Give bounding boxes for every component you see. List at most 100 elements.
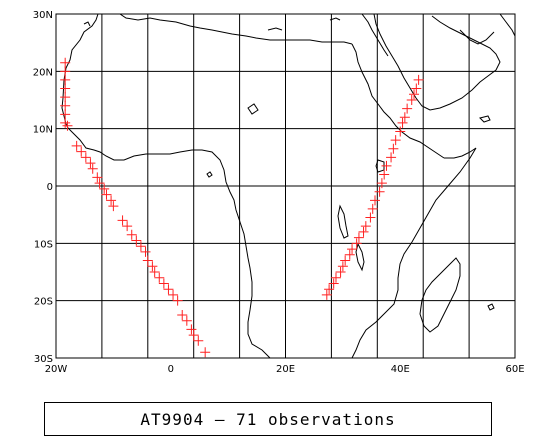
coastline-horn-of-africa [351,147,477,358]
observation-marker [351,238,362,249]
map-frame-border [55,13,516,359]
observation-marker [99,183,110,194]
observation-marker [60,66,71,77]
observation-marker [353,232,364,243]
observation-marker [328,278,339,289]
observation-marker [390,135,401,146]
observation-marker [122,221,133,232]
observation-marker [413,74,424,85]
observation-marker [126,229,137,240]
observation-marker [60,100,71,111]
observation-marker [186,324,197,335]
coastline-red-sea-west [351,43,445,159]
observation-marker [60,83,71,94]
island-mauritius [487,303,495,311]
observation-marker [163,284,174,295]
lake-tanganyika [337,204,349,239]
y-tick-label: 30S [34,354,53,365]
observation-marker [337,261,348,272]
observation-marker [365,212,376,223]
coastline-red-sea-east [361,14,389,57]
y-tick-label: 30N [33,10,53,21]
observation-marker [344,249,355,260]
observation-marker [140,246,151,257]
observation-marker [379,169,390,180]
observation-marker [411,83,422,94]
map-panel: 20W 0 20E 40E 60E 30N 20N 10N 0 10S 20S 30S [33,10,525,375]
observation-marker [108,201,119,212]
observation-marker [388,143,399,154]
legend-box: AT9904 – 71 observations [44,402,492,436]
y-tick-label: 10S [34,239,53,250]
observation-marker [94,178,105,189]
x-tick-label: 0 [168,364,174,375]
observation-marker [154,272,165,283]
observation-marker [181,315,192,326]
observation-marker [406,95,417,105]
coastline-gulf [459,14,515,45]
observation-marker [367,203,378,214]
observation-marker [60,109,71,120]
observation-marker [347,244,358,255]
observation-marker [92,172,103,183]
observation-marker [87,163,98,174]
observation-marker [147,261,158,272]
legend-text: AT9904 – 71 observations [140,409,396,429]
observation-marker [60,74,71,85]
observation-marker [402,103,413,114]
island-crete [267,27,283,31]
observation-marker [131,235,142,246]
observation-marker [172,295,183,306]
observation-marker [360,221,371,232]
island-cyprus [329,17,341,21]
observation-marker [101,189,112,200]
observation-marker [117,215,128,226]
y-tick-label: 0 [47,182,53,193]
observation-marker [395,126,406,137]
island-madagascar [419,257,461,333]
x-tick-label: 40E [391,364,410,375]
observation-marker [374,186,385,197]
lake-malawi [355,242,365,272]
observation-marker [330,272,341,283]
observation-marker [370,195,381,206]
island-socotra [479,115,491,123]
observation-marker [324,284,335,295]
observation-marker [158,278,169,289]
y-tick-label: 20S [34,297,53,308]
y-tick-label: 20N [33,67,53,78]
observation-marker [62,120,73,131]
observation-marker [168,289,179,300]
observation-marker [80,152,91,163]
observation-marker [149,267,160,277]
observation-marker [200,347,211,358]
y-tick-label: 10N [33,125,53,136]
observation-markers [60,57,424,358]
island-bioko [206,171,213,178]
x-tick-label: 20E [276,364,295,375]
observation-marker [106,195,117,206]
observation-marker [142,255,153,266]
observation-marker [381,160,392,171]
observation-marker [71,140,82,151]
coastline-arabia [373,14,501,111]
island-canary [83,21,91,27]
observation-marker [376,178,387,189]
observation-marker [60,57,71,68]
observation-marker [76,146,87,157]
lake-victoria [375,159,385,173]
x-tick-label: 20W [45,364,68,375]
observation-marker [358,226,369,237]
observation-marker [193,335,204,346]
observation-marker [399,112,410,123]
observation-marker [386,152,397,163]
observation-marker [321,289,332,300]
observation-marker [397,117,408,128]
observation-marker [340,255,351,266]
observation-marker [85,158,96,169]
observation-marker [188,330,199,341]
coastline-north-africa [119,14,353,45]
observation-marker [135,241,146,252]
x-tick-label: 60E [505,364,524,375]
axis-tick-labels: 20W 0 20E 40E 60E 30N 20N 10N 0 10S 20S 30S [33,10,525,375]
